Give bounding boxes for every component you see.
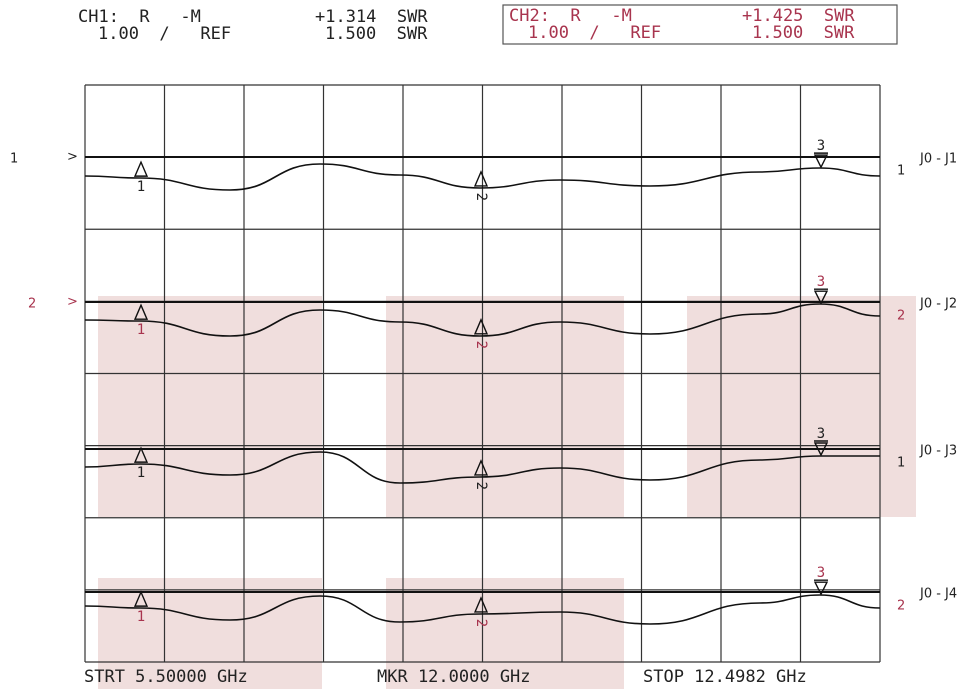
- traces: 1 > J0 - J1 1 1 2 3 2 > J0 - J2 2 1 2 3 J0 - J3 1 1 2 3 J0 …: [10, 138, 957, 627]
- marker-label: 2: [473, 619, 489, 627]
- marker: [813, 288, 829, 305]
- channel-label: 2: [897, 309, 905, 324]
- marker-label: 3: [817, 274, 825, 290]
- ref-symbol: >: [67, 150, 78, 165]
- marker-label: 1: [137, 609, 145, 625]
- marker: [473, 459, 489, 476]
- marker: [813, 440, 829, 457]
- ref-label: 1: [10, 152, 18, 167]
- trace-name: J0 - J1: [919, 152, 957, 167]
- channel-label: 1: [897, 164, 905, 179]
- ch2-line2: 1.00 / REF: [528, 23, 661, 43]
- ch1-value1: +1.314 SWR: [315, 7, 428, 27]
- marker-label: 3: [817, 565, 825, 581]
- marker-label: 2: [473, 193, 489, 201]
- ref-symbol: >: [67, 295, 78, 310]
- ch2-line1: CH2: R -M: [509, 6, 632, 26]
- marker: [813, 152, 829, 169]
- trace: [84, 303, 881, 337]
- ch1-line1: CH1: R -M: [78, 7, 201, 27]
- marker-label: 3: [817, 426, 825, 442]
- trace: [84, 594, 881, 625]
- ch2-box: [502, 4, 898, 45]
- footer-start: STRT 5.50000 GHz: [84, 667, 248, 687]
- ch2-value1: +1.425 SWR: [742, 6, 855, 26]
- marker: [813, 579, 829, 596]
- trace: [84, 451, 880, 484]
- trace-name: J0 - J4: [919, 587, 957, 602]
- ch2-value2: 1.500 SWR: [752, 23, 855, 43]
- marker-label: 1: [137, 179, 145, 195]
- channel-label: 2: [897, 599, 905, 614]
- ch1-line2: 1.00 / REF: [98, 24, 231, 44]
- marker: [133, 160, 149, 177]
- ch1-value2: 1.500 SWR: [325, 24, 428, 44]
- footer-stop: STOP 12.4982 GHz: [643, 667, 807, 687]
- marker: [473, 170, 489, 187]
- trace-name: J0 - J2: [919, 297, 957, 312]
- marker-label: 3: [817, 138, 825, 154]
- marker-label: 2: [473, 482, 489, 490]
- ref-label: 2: [28, 297, 36, 312]
- marker-label: 1: [137, 465, 145, 481]
- marker-label: 1: [137, 322, 145, 338]
- trace: [84, 163, 881, 191]
- footer-marker: MKR 12.0000 GHz: [377, 667, 531, 687]
- marker: [473, 318, 489, 335]
- grid: [84, 84, 881, 663]
- marker: [133, 590, 149, 607]
- shading: [98, 296, 916, 689]
- channel-label: 1: [897, 456, 905, 471]
- trace-name: J0 - J3: [919, 444, 957, 459]
- marker-label: 2: [473, 341, 489, 349]
- marker: [133, 303, 149, 320]
- marker: [133, 446, 149, 463]
- marker: [473, 596, 489, 613]
